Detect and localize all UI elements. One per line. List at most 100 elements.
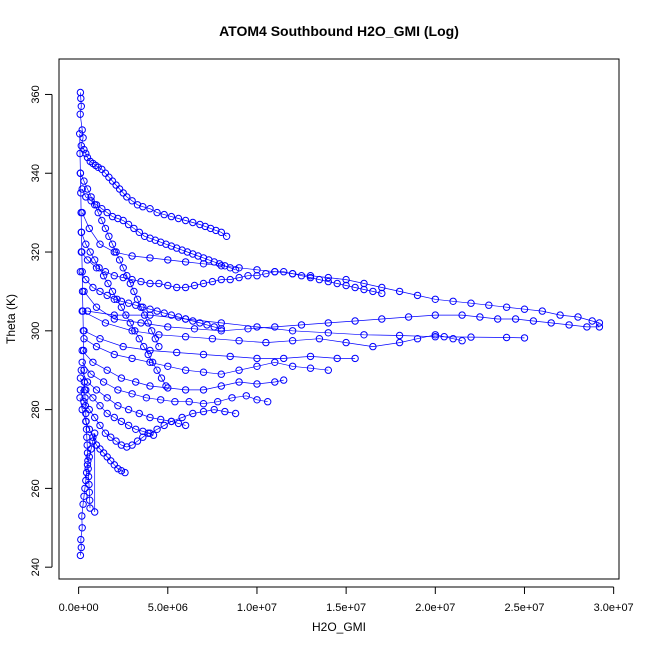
series-line — [81, 212, 600, 324]
data-point — [360, 331, 368, 339]
data-point — [79, 327, 88, 335]
data-point — [126, 319, 135, 327]
data-point — [199, 407, 208, 416]
data-point — [160, 309, 168, 317]
data-point — [262, 270, 270, 278]
data-point — [103, 208, 111, 217]
data-point — [431, 295, 439, 303]
data-point — [199, 386, 208, 394]
data-point — [181, 366, 190, 374]
data-point — [119, 264, 127, 272]
data-point — [173, 283, 181, 292]
data-point — [139, 203, 147, 211]
data-point — [80, 145, 88, 154]
data-point — [271, 378, 279, 386]
data-point — [458, 337, 466, 345]
x-tick-label: 2.0e+07 — [415, 602, 455, 614]
data-point — [83, 256, 92, 264]
data-point — [112, 437, 120, 445]
y-tick-label: 340 — [30, 164, 42, 182]
data-point — [78, 524, 86, 532]
data-point — [133, 201, 142, 209]
data-point — [324, 366, 332, 374]
series-line — [83, 338, 329, 375]
data-point — [140, 342, 148, 351]
data-point — [271, 323, 279, 331]
data-point — [271, 268, 279, 276]
data-point — [253, 323, 261, 331]
data-point — [91, 413, 99, 422]
data-point — [280, 268, 288, 276]
data-point — [76, 130, 84, 138]
data-point — [153, 366, 161, 374]
data-point — [137, 303, 145, 311]
data-point — [185, 398, 193, 406]
series-line — [87, 310, 525, 339]
data-point — [155, 279, 163, 288]
data-point — [110, 350, 119, 359]
data-point — [123, 193, 131, 201]
data-point — [231, 409, 240, 418]
data-point — [369, 287, 377, 296]
data-point — [288, 362, 297, 370]
data-point — [83, 185, 92, 193]
data-point — [77, 366, 86, 374]
data-point — [199, 260, 208, 268]
data-point — [217, 370, 226, 378]
data-point — [167, 311, 176, 319]
data-point — [122, 311, 130, 319]
data-point — [124, 421, 133, 430]
data-point — [108, 287, 117, 296]
data-point — [306, 364, 315, 372]
data-point — [95, 264, 103, 272]
data-point — [113, 295, 121, 303]
data-point — [342, 338, 350, 347]
data-point — [547, 319, 555, 327]
data-point — [99, 378, 108, 386]
data-point — [78, 185, 86, 193]
data-point — [91, 201, 99, 209]
data-point — [133, 437, 142, 445]
data-point — [160, 210, 168, 219]
data-point — [77, 208, 85, 217]
data-point — [210, 405, 218, 414]
data-point — [181, 333, 190, 341]
data-point — [128, 441, 136, 449]
data-point — [82, 193, 90, 201]
data-point — [181, 216, 190, 225]
data-point — [85, 425, 94, 433]
data-point — [144, 350, 152, 359]
data-point — [280, 376, 288, 384]
data-point — [189, 409, 197, 418]
data-point — [123, 443, 131, 451]
x-tick-label: 0.0e+00 — [59, 602, 99, 614]
y-axis-label: Theta (K) — [4, 294, 18, 344]
data-point — [351, 354, 359, 363]
data-point — [565, 321, 573, 329]
data-point — [135, 409, 144, 418]
data-point — [181, 283, 190, 292]
data-point — [181, 315, 190, 323]
data-point — [76, 149, 84, 158]
data-point — [96, 402, 104, 410]
data-point — [98, 216, 106, 225]
data-point — [189, 218, 197, 227]
data-point — [583, 323, 591, 331]
x-tick-label: 2.5e+07 — [504, 602, 544, 614]
data-point — [155, 342, 163, 351]
data-point — [103, 394, 111, 402]
data-point — [92, 386, 101, 394]
data-point — [333, 354, 341, 363]
data-point — [103, 291, 111, 300]
data-point — [76, 169, 85, 177]
data-point — [79, 500, 87, 508]
data-point — [81, 386, 89, 394]
data-point — [253, 396, 261, 404]
data-point — [324, 277, 332, 286]
data-point — [86, 504, 94, 512]
data-point — [101, 319, 110, 327]
data-point — [157, 374, 166, 382]
data-point — [214, 398, 222, 406]
data-point — [271, 358, 279, 366]
data-point — [502, 303, 511, 311]
